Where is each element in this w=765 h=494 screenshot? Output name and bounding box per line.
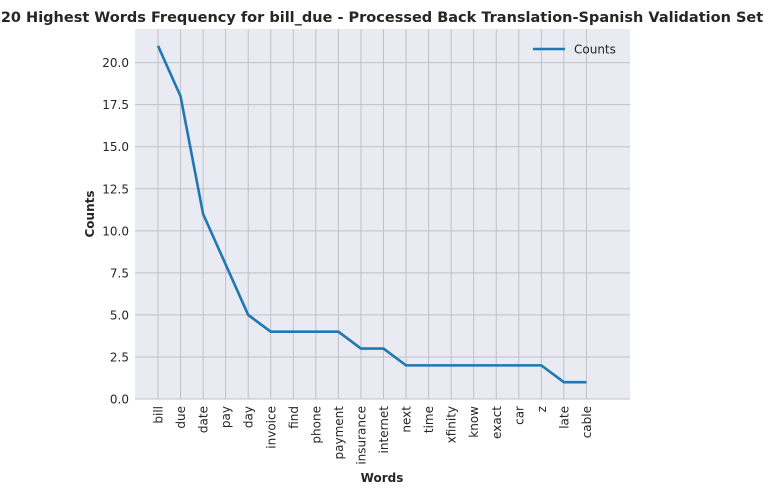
y-tick-label: 0.0 bbox=[110, 393, 129, 407]
x-tick-labels: bill due date pay day invoice find phone payment… bbox=[152, 406, 594, 465]
x-tick-label: day bbox=[242, 406, 256, 428]
x-tick-label: time bbox=[422, 406, 436, 433]
x-axis-label: Words bbox=[361, 471, 404, 485]
x-tick-label: insurance bbox=[354, 406, 368, 465]
x-tick-label: xfinity bbox=[445, 406, 459, 443]
y-tick-label: 15.0 bbox=[102, 140, 129, 154]
x-tick-label: phone bbox=[309, 406, 323, 444]
x-tick-label: due bbox=[174, 406, 188, 429]
y-tick-label: 17.5 bbox=[102, 98, 129, 112]
plot-area bbox=[135, 29, 630, 399]
x-tick-label: find bbox=[287, 406, 301, 429]
y-tick-labels: 0.0 2.5 5.0 7.5 10.0 12.5 15.0 17.5 20.0 bbox=[102, 56, 129, 406]
legend: Counts bbox=[533, 43, 616, 57]
y-tick-label: 12.5 bbox=[102, 182, 129, 196]
x-tick-label: car bbox=[512, 406, 526, 425]
x-tick-label: invoice bbox=[264, 406, 278, 449]
x-tick-label: know bbox=[467, 406, 481, 438]
legend-label-counts: Counts bbox=[574, 43, 616, 57]
y-tick-label: 7.5 bbox=[110, 266, 129, 280]
x-tick-label: next bbox=[400, 406, 414, 433]
grid-lines bbox=[135, 29, 630, 400]
x-tick-label: bill bbox=[152, 406, 166, 424]
x-tick-label: z bbox=[535, 406, 549, 412]
x-tick-label: late bbox=[557, 406, 571, 429]
x-tick-label: date bbox=[197, 406, 211, 433]
y-tick-label: 5.0 bbox=[110, 308, 129, 322]
y-axis-label: Counts bbox=[83, 190, 97, 237]
x-tick-label: payment bbox=[332, 406, 346, 460]
series-line-counts bbox=[156, 45, 587, 384]
series-lines bbox=[156, 45, 587, 384]
y-tick-label: 2.5 bbox=[110, 350, 129, 364]
y-tick-label: 20.0 bbox=[102, 56, 129, 70]
x-tick-label: cable bbox=[580, 406, 594, 438]
chart-title: 20 Highest Words Frequency for bill_due … bbox=[1, 10, 763, 26]
x-tick-label: internet bbox=[377, 406, 391, 454]
x-tick-label: exact bbox=[490, 406, 504, 439]
x-tick-label: pay bbox=[219, 406, 233, 428]
y-tick-label: 10.0 bbox=[102, 224, 129, 238]
